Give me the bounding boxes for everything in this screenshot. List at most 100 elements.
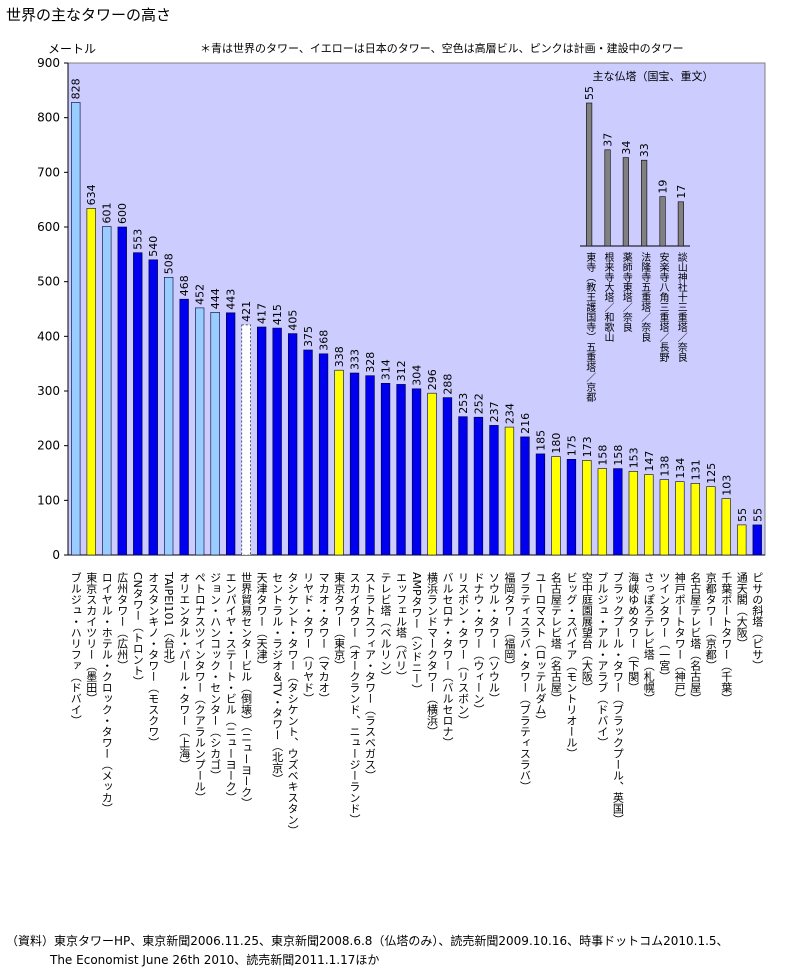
bar — [303, 349, 313, 556]
category-label: AMPタワー（シドニー） — [410, 572, 423, 695]
bar — [721, 498, 731, 556]
inset-category-label: 談山神社十三重塔／奈良 — [675, 251, 687, 363]
category-label: 東京タワー（東京） — [333, 572, 346, 671]
bar — [628, 471, 638, 556]
y-tick-label: 400 — [37, 329, 60, 343]
data-label: 553 — [132, 229, 145, 250]
bar — [752, 524, 762, 556]
category-label: ジョン・ハンコック・センター（シカゴ） — [209, 572, 222, 781]
data-label: 540 — [147, 236, 160, 257]
category-label: リヤド・タワー（リヤド） — [302, 572, 315, 704]
data-label: 421 — [240, 301, 253, 322]
bar — [241, 324, 251, 556]
category-label: ブルジュ・ハリファ（ドバイ） — [69, 571, 82, 726]
bar — [659, 479, 669, 556]
data-label: 828 — [70, 78, 83, 99]
category-label: ブラックプール・タワー（ブラックプール、英国） — [611, 571, 624, 825]
category-label: ペトロナスツインタワー（クアラルンプール） — [193, 572, 206, 803]
category-label: エッフェル塔（パリ） — [395, 572, 408, 682]
category-label: ソウル・タワー（ソウル） — [487, 572, 500, 704]
category-label: ビッグ・スパイア（モントリオール） — [565, 572, 578, 759]
bar — [334, 369, 344, 556]
bar — [102, 226, 112, 556]
category-label: CNタワー（トロント） — [131, 572, 144, 687]
data-label: 415 — [271, 304, 284, 325]
category-label: リスボン・タワー（リスボン） — [457, 572, 470, 726]
source-note: （資料）東京タワーHP、東京新聞2006.11.25、東京新聞2008.6.8（… — [6, 932, 729, 970]
data-label: 333 — [349, 349, 362, 370]
bar — [551, 456, 561, 556]
data-label: 296 — [426, 369, 439, 390]
bar — [489, 425, 499, 556]
inset-category-label: 法隆寺五重塔／奈良 — [639, 251, 651, 343]
color-legend-note: ＊青は世界のタワー、イエローは日本のタワー、空色は高層ビル、ピンクは計画・建設中… — [200, 42, 684, 55]
category-label: オリエンタル・パール・タワー（上海） — [178, 572, 191, 770]
inset-bar — [604, 149, 611, 247]
category-label: 広州タワー（広州） — [116, 572, 129, 671]
category-label: 海峡ゆめタワー（下関） — [627, 571, 640, 693]
inset-bar — [677, 201, 684, 247]
y-tick-label: 500 — [37, 275, 60, 289]
category-label: 名古屋テレビ塔（名古屋） — [689, 571, 702, 704]
category-label: 京都タワー（京都） — [704, 571, 717, 671]
category-label: ドナウ・タワー（ウィーン） — [472, 572, 485, 715]
category-label: セントラル・ラジオ＆TV・タワー（北京） — [271, 572, 284, 785]
bar — [396, 384, 406, 556]
inset-bar — [622, 157, 629, 247]
y-tick-label: 900 — [37, 56, 60, 70]
inset-data-label: 17 — [675, 185, 688, 199]
data-label: 125 — [705, 463, 718, 484]
data-label: 288 — [442, 374, 455, 395]
data-label: 252 — [473, 393, 486, 414]
bar — [737, 524, 747, 556]
y-tick-label: 700 — [37, 165, 60, 179]
bar — [133, 252, 143, 556]
bar — [690, 483, 700, 556]
bar — [210, 311, 220, 556]
data-label: 452 — [194, 284, 207, 305]
category-label: 通天閣（大阪） — [735, 572, 748, 649]
data-label: 600 — [116, 203, 129, 224]
bar — [71, 102, 81, 556]
category-label: TAIPEI101（台北） — [162, 571, 175, 670]
data-label: 147 — [643, 451, 656, 472]
bar — [706, 486, 716, 556]
category-label: ユーロマスト（ロッテルダム） — [534, 572, 547, 726]
bar — [675, 481, 685, 556]
data-label: 634 — [85, 184, 98, 205]
inset-category-label: 薬師寺東塔／奈良 — [620, 252, 632, 333]
data-label: 443 — [225, 289, 238, 310]
bar — [504, 426, 515, 556]
data-label: 368 — [318, 330, 331, 351]
bar — [520, 436, 530, 556]
category-label: エンパイヤ・ステート・ビル（ニューヨーク） — [224, 572, 237, 803]
data-label: 234 — [503, 403, 516, 424]
inset-category-label: 根来寺大塔／和歌山 — [602, 251, 614, 342]
y-tick-label: 200 — [37, 439, 60, 453]
category-label: 福岡タワー（福岡） — [503, 571, 516, 671]
data-label: 253 — [457, 393, 470, 414]
inset-bar — [641, 159, 648, 247]
data-label: 601 — [101, 203, 114, 224]
inset-data-label: 55 — [583, 86, 596, 100]
bar — [179, 298, 189, 556]
bar — [473, 416, 484, 556]
bar — [195, 307, 205, 556]
bar — [365, 375, 375, 556]
data-label: 180 — [550, 433, 563, 454]
category-label: ロイヤル・ホテル・クロック・タワー（メッカ） — [100, 572, 113, 814]
category-label: 千葉ポートタワー（千葉） — [720, 572, 733, 704]
data-label: 417 — [256, 303, 269, 324]
inset-title: 主な仏塔（国宝、重文） — [593, 69, 714, 83]
data-label: 468 — [178, 275, 191, 296]
data-label: 375 — [302, 326, 315, 347]
data-label: 175 — [565, 435, 578, 456]
category-label: ピサの斜塔（ピサ） — [751, 572, 764, 671]
data-label: 444 — [209, 288, 222, 309]
bar — [613, 468, 623, 556]
inset-data-label: 33 — [638, 143, 651, 157]
y-tick-label: 300 — [37, 384, 60, 398]
bar — [226, 312, 236, 556]
data-label: 158 — [596, 445, 609, 466]
category-label: オスタンキノ・タワー（モスクワ） — [147, 572, 160, 748]
